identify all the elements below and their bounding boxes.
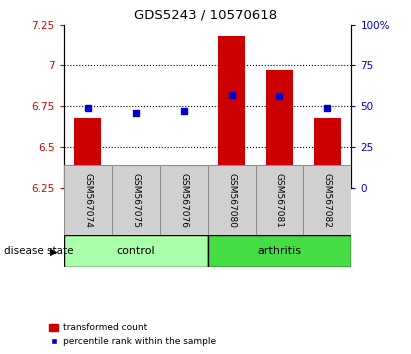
Text: disease state: disease state [4, 246, 74, 256]
Bar [74, 118, 101, 188]
Text: arthritis: arthritis [257, 246, 302, 256]
Bar [112, 165, 159, 235]
Bar [303, 165, 351, 235]
Bar [122, 184, 149, 188]
Bar [218, 36, 245, 188]
Text: control: control [116, 246, 155, 256]
Legend: transformed count, percentile rank within the sample: transformed count, percentile rank withi… [46, 320, 219, 349]
Text: GSM567080: GSM567080 [227, 172, 236, 228]
Bar [64, 165, 112, 235]
Bar [208, 235, 351, 267]
Text: GDS5243 / 10570618: GDS5243 / 10570618 [134, 9, 277, 22]
Bar [159, 165, 208, 235]
Text: ▶: ▶ [50, 246, 57, 256]
Bar [256, 165, 303, 235]
Bar [208, 165, 256, 235]
Text: GSM567075: GSM567075 [131, 172, 140, 228]
Text: GSM567076: GSM567076 [179, 172, 188, 228]
Text: GSM567082: GSM567082 [323, 172, 332, 228]
Bar [314, 118, 341, 188]
Text: GSM567081: GSM567081 [275, 172, 284, 228]
Text: GSM567074: GSM567074 [83, 172, 92, 228]
Bar [171, 171, 197, 188]
Bar [266, 70, 293, 188]
Bar [64, 235, 208, 267]
